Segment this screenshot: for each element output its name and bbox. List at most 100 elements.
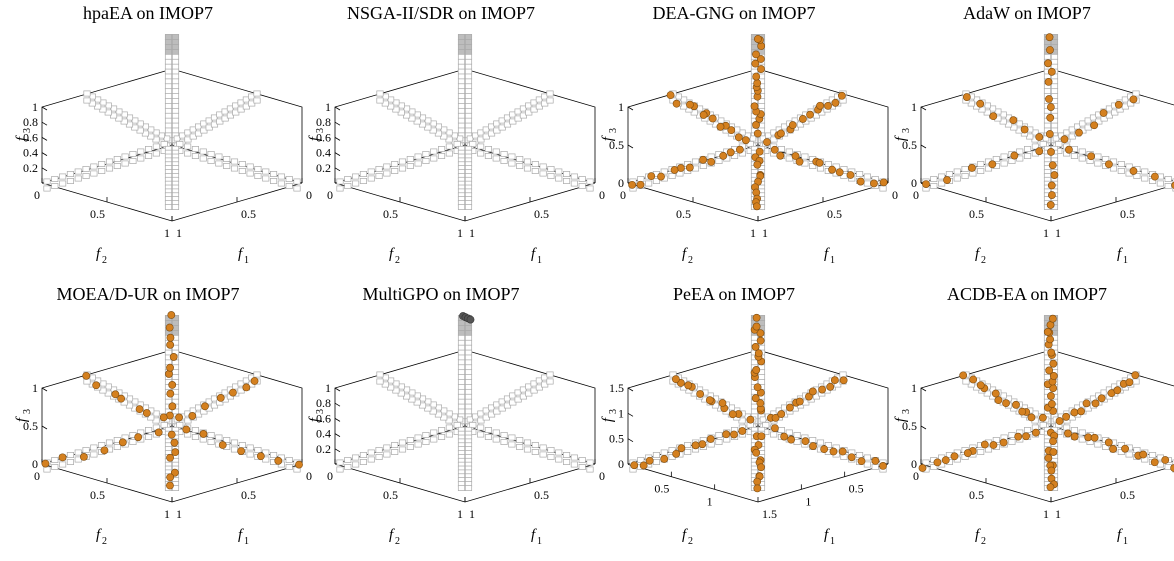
x-tick-label: 1.5 (762, 507, 777, 521)
pareto-point (498, 398, 506, 405)
pareto-point (469, 422, 477, 428)
solution-point (959, 371, 968, 380)
pareto-point (438, 434, 446, 440)
pareto-point (387, 96, 395, 103)
pareto-point (210, 114, 219, 121)
z-tick-label: 0.2 (23, 161, 38, 175)
pareto-point (418, 121, 427, 128)
pareto-point (1156, 180, 1164, 187)
solution-point (752, 313, 761, 322)
pareto-point (983, 102, 991, 109)
solution-point (787, 435, 796, 444)
pareto-point (464, 122, 473, 129)
y-axis-label-text: f (389, 246, 395, 262)
pareto-point (652, 459, 660, 465)
x-tick-label: 0 (892, 188, 898, 202)
pareto-point (477, 129, 485, 136)
z-tick-mark (920, 387, 927, 392)
solution-point (666, 91, 675, 100)
pareto-point (230, 446, 239, 453)
pareto-point (285, 176, 293, 182)
pareto-point (164, 34, 173, 40)
solution-point (816, 101, 824, 110)
pareto-point (863, 454, 871, 461)
pareto-point (488, 404, 496, 411)
z-axis-label-sub: 3 (22, 128, 33, 133)
pareto-point (152, 150, 160, 157)
pareto-point (189, 126, 197, 133)
pareto-point (391, 442, 399, 448)
solution-point (111, 390, 120, 399)
pareto-point (397, 102, 405, 109)
pareto-point (1000, 160, 1008, 167)
pareto-point (523, 165, 532, 172)
pareto-point (930, 464, 938, 470)
pareto-point (555, 175, 563, 182)
pareto-point (408, 389, 416, 396)
pareto-point (270, 452, 278, 458)
solution-point (466, 315, 475, 324)
pareto-point (1078, 429, 1086, 436)
pareto-point (793, 432, 801, 438)
pareto-point (539, 444, 547, 451)
pareto-point (541, 381, 549, 388)
solution-point (1139, 450, 1148, 459)
pareto-point (422, 439, 430, 445)
pareto-point (523, 158, 532, 165)
solution-point (696, 390, 705, 398)
solution-point (829, 447, 838, 456)
pareto-point (445, 129, 453, 136)
solution-point (879, 178, 888, 187)
pareto-point (457, 112, 466, 119)
pareto-point (738, 129, 746, 136)
pareto-point (464, 349, 473, 356)
pareto-point (285, 457, 293, 463)
solution-point (771, 413, 780, 422)
solution-point (170, 468, 179, 477)
solution-point (166, 453, 174, 462)
pareto-point (430, 436, 438, 443)
solution-point (950, 452, 959, 461)
x-axis-label-text: f (1117, 246, 1123, 262)
pareto-point (403, 105, 411, 112)
pareto-point (809, 163, 817, 169)
pareto-point (1026, 133, 1034, 140)
pareto-point (546, 97, 554, 104)
pareto-point (977, 168, 985, 174)
pareto-point (99, 99, 107, 106)
z-tick-label: 0.6 (23, 130, 38, 144)
pareto-point (253, 97, 261, 104)
pareto-point (336, 185, 344, 192)
x-tick-label: 0.5 (241, 488, 256, 502)
pareto-point (472, 132, 480, 139)
pareto-point (125, 395, 134, 402)
pareto-point (457, 319, 466, 326)
pareto-point (1031, 143, 1039, 150)
pareto-point (984, 165, 993, 172)
x-axis-label-text: f (238, 527, 244, 543)
pareto-point (223, 163, 231, 169)
pareto-point (207, 158, 215, 164)
pareto-point (457, 58, 466, 65)
solution-point (295, 460, 303, 469)
pareto-point (503, 121, 512, 128)
solution-point (166, 473, 175, 482)
z-tick-label: 0.8 (316, 115, 331, 129)
pareto-point (1089, 114, 1098, 121)
solution-point (166, 389, 175, 398)
pareto-point (570, 461, 578, 468)
solution-point (730, 430, 738, 439)
solution-point (630, 461, 639, 470)
x-axis-label-text: f (238, 246, 244, 262)
pareto-point (414, 441, 422, 448)
pareto-point (1043, 122, 1052, 129)
solution-point (1027, 413, 1036, 422)
pareto-point (464, 373, 473, 380)
pareto-point (422, 158, 430, 164)
pareto-point (215, 160, 223, 167)
pareto-point (652, 452, 660, 458)
